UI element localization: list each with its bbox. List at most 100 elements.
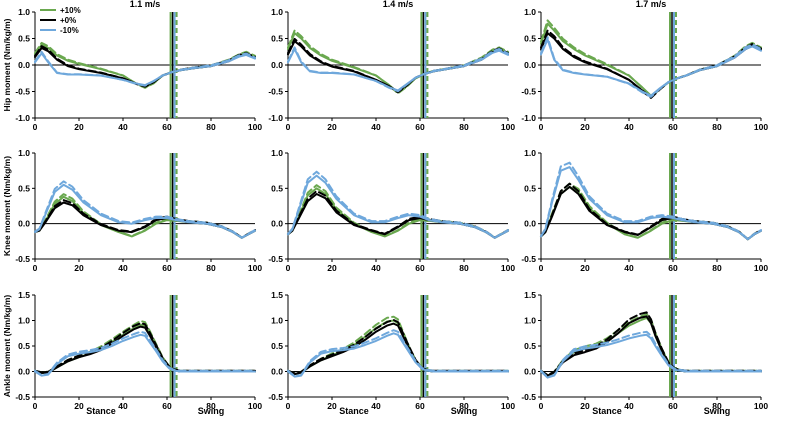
knee-panel-1-y-tick-label: 0.5 — [18, 183, 30, 193]
knee-panel-3-x-tick-label: 80 — [712, 263, 722, 273]
knee-panel-2-y-tick-label: 0.5 — [271, 183, 283, 193]
knee-panel-2-y-tick-label: 0.0 — [271, 219, 283, 229]
ankle-panel-3-x-tick-label: 60 — [668, 401, 678, 411]
ankle-panel-3-series--10%-dashed — [540, 330, 762, 379]
knee-panel-1-x-tick-label: 0 — [33, 263, 38, 273]
column-title: 1.7 m/s — [636, 0, 667, 9]
ankle-panel-3-x-tick-label: 40 — [624, 401, 634, 411]
hip-panel-1-y-tick-label: 0.0 — [18, 60, 30, 70]
hip-panel-3-y-tick-label: -0.5 — [521, 87, 536, 97]
x-label-swing: Swing — [704, 406, 731, 416]
ankle-panel-2-y-tick-label: 0.0 — [271, 367, 283, 377]
ankle-panel-2-x-tick-label: 80 — [459, 401, 469, 411]
hip-panel-3-series--10%-solid — [540, 38, 762, 97]
x-label-stance: Stance — [592, 406, 622, 416]
hip-panel-1-y-tick-label: 1.0 — [18, 7, 30, 17]
ankle-panel-1-x-tick-label: 40 — [118, 401, 128, 411]
hip-panel-3-y-tick-label: 0.0 — [524, 60, 536, 70]
knee-panel-1-x-tick-label: 80 — [206, 263, 216, 273]
ankle-panel-1-x-tick-label: 0 — [33, 401, 38, 411]
knee-panel-1-series--10%-solid — [34, 183, 256, 239]
knee-panel-3-x-tick-label: 20 — [580, 263, 590, 273]
ankle-panel-2-y-tick-label: 0.5 — [271, 341, 283, 351]
hip-panel-3-x-tick-label: 100 — [754, 122, 768, 132]
hip-panel-3-y-tick-label: 0.5 — [524, 34, 536, 44]
hip-panel-3-x-tick-label: 80 — [712, 122, 722, 132]
ankle-panel-1-y-tick-label: 1.0 — [18, 316, 30, 326]
ankle-panel-1-y-tick-label: 0.0 — [18, 367, 30, 377]
hip-panel-3-y-tick-label: -1.0 — [521, 113, 536, 123]
hip-panel-2-y-tick-label: -1.0 — [268, 113, 283, 123]
column-title: 1.4 m/s — [383, 0, 414, 9]
hip-panel-3-y-tick-label: 1.0 — [524, 7, 536, 17]
hip-panel-2-series-+0%-dashed — [287, 37, 509, 94]
hip-panel-1-y-tick-label: -1.0 — [15, 113, 30, 123]
hip-panel-1-y-tick-label: 0.5 — [18, 34, 30, 44]
ankle-panel-3-x-tick-label: 80 — [712, 401, 722, 411]
knee-panel-1-x-tick-label: 100 — [248, 263, 262, 273]
ankle-panel-2-series--10%-solid — [287, 332, 509, 378]
ankle-panel-2-x-tick-label: 100 — [501, 401, 515, 411]
x-label-swing: Swing — [451, 406, 478, 416]
hip-panel-3-series-+0%-dashed — [540, 29, 762, 99]
knee-panel-2-x-tick-label: 80 — [459, 263, 469, 273]
hip-panel-1-series--10%-dashed — [34, 50, 256, 87]
knee-panel-3-y-tick-label: -0.5 — [521, 254, 536, 264]
hip-panel-3-x-tick-label: 60 — [668, 122, 678, 132]
knee-panel-1-x-tick-label: 60 — [162, 263, 172, 273]
knee-panel-2-x-tick-label: 40 — [371, 263, 381, 273]
ankle-panel-3-series--10%-solid — [540, 333, 762, 379]
knee-panel-3-x-tick-label: 0 — [539, 263, 544, 273]
hip-panel-2-series--10%-dashed — [287, 46, 509, 93]
hip-panel-2-x-tick-label: 60 — [415, 122, 425, 132]
ankle-panel-2-y-tick-label: -0.5 — [268, 392, 283, 402]
hip-panel-2-x-tick-label: 80 — [459, 122, 469, 132]
ankle-panel-1-y-tick-label: 1.5 — [18, 290, 30, 300]
hip-panel-1-x-tick-label: 60 — [162, 122, 172, 132]
hip-panel-2-y-tick-label: 1.0 — [271, 7, 283, 17]
column-title: 1.1 m/s — [130, 0, 161, 9]
x-label-stance: Stance — [339, 406, 369, 416]
ankle-panel-2-series-+10%-solid — [287, 319, 509, 376]
ankle-panel-1-x-tick-label: 80 — [206, 401, 216, 411]
ankle-panel-3-y-tick-label: 0.5 — [524, 341, 536, 351]
ankle-panel-2-x-tick-label: 20 — [327, 401, 337, 411]
ankle-panel-1-series--10%-solid — [34, 333, 256, 377]
knee-panel-3-y-tick-label: 0.0 — [524, 219, 536, 229]
knee-panel-1-y-tick-label: 1.0 — [18, 148, 30, 158]
knee-panel-1-y-tick-label: 0.0 — [18, 219, 30, 229]
knee-panel-1-y-tick-label: -0.5 — [15, 254, 30, 264]
hip-panel-1-x-tick-label: 100 — [248, 122, 262, 132]
ankle-panel-3-y-tick-label: -0.5 — [521, 392, 536, 402]
ankle-panel-1-series-+10%-solid — [34, 323, 256, 374]
ankle-panel-3-x-tick-label: 20 — [580, 401, 590, 411]
ankle-panel-3-series-+10%-solid — [540, 316, 762, 377]
knee-panel-1-x-tick-label: 20 — [74, 263, 84, 273]
ankle-panel-3-x-tick-label: 0 — [539, 401, 544, 411]
hip-panel-1-y-tick-label: -0.5 — [15, 87, 30, 97]
hip-panel-1-x-tick-label: 40 — [118, 122, 128, 132]
knee-panel-3-x-tick-label: 100 — [754, 263, 768, 273]
ankle-panel-3-y-tick-label: 1.5 — [524, 290, 536, 300]
knee-panel-3-x-tick-label: 40 — [624, 263, 634, 273]
knee-panel-3-x-tick-label: 60 — [668, 263, 678, 273]
ankle-panel-2-x-tick-label: 40 — [371, 401, 381, 411]
hip-panel-1-x-tick-label: 20 — [74, 122, 84, 132]
knee-panel-2-x-tick-label: 60 — [415, 263, 425, 273]
knee-panel-3-y-tick-label: 1.0 — [524, 148, 536, 158]
ankle-panel-3-y-tick-label: 0.0 — [524, 367, 536, 377]
ankle-panel-1-series--10%-dashed — [34, 330, 256, 377]
ankle-panel-1-y-tick-label: 0.5 — [18, 341, 30, 351]
hip-panel-1-x-tick-label: 80 — [206, 122, 216, 132]
knee-row-label: Knee moment (Nm/kg/m) — [2, 156, 12, 256]
hip-panel-2-series-+0%-solid — [287, 40, 509, 93]
hip-panel-1-series--10%-solid — [34, 52, 256, 87]
ankle-panel-1-x-tick-label: 20 — [74, 401, 84, 411]
ankle-panel-1-series-+0%-dashed — [34, 322, 256, 374]
hip-panel-2-x-tick-label: 0 — [286, 122, 291, 132]
ankle-panel-2-x-tick-label: 0 — [286, 401, 291, 411]
legend-label-0: +10% — [60, 6, 81, 15]
knee-panel-2-y-tick-label: -0.5 — [268, 254, 283, 264]
knee-panel-1-x-tick-label: 40 — [118, 263, 128, 273]
